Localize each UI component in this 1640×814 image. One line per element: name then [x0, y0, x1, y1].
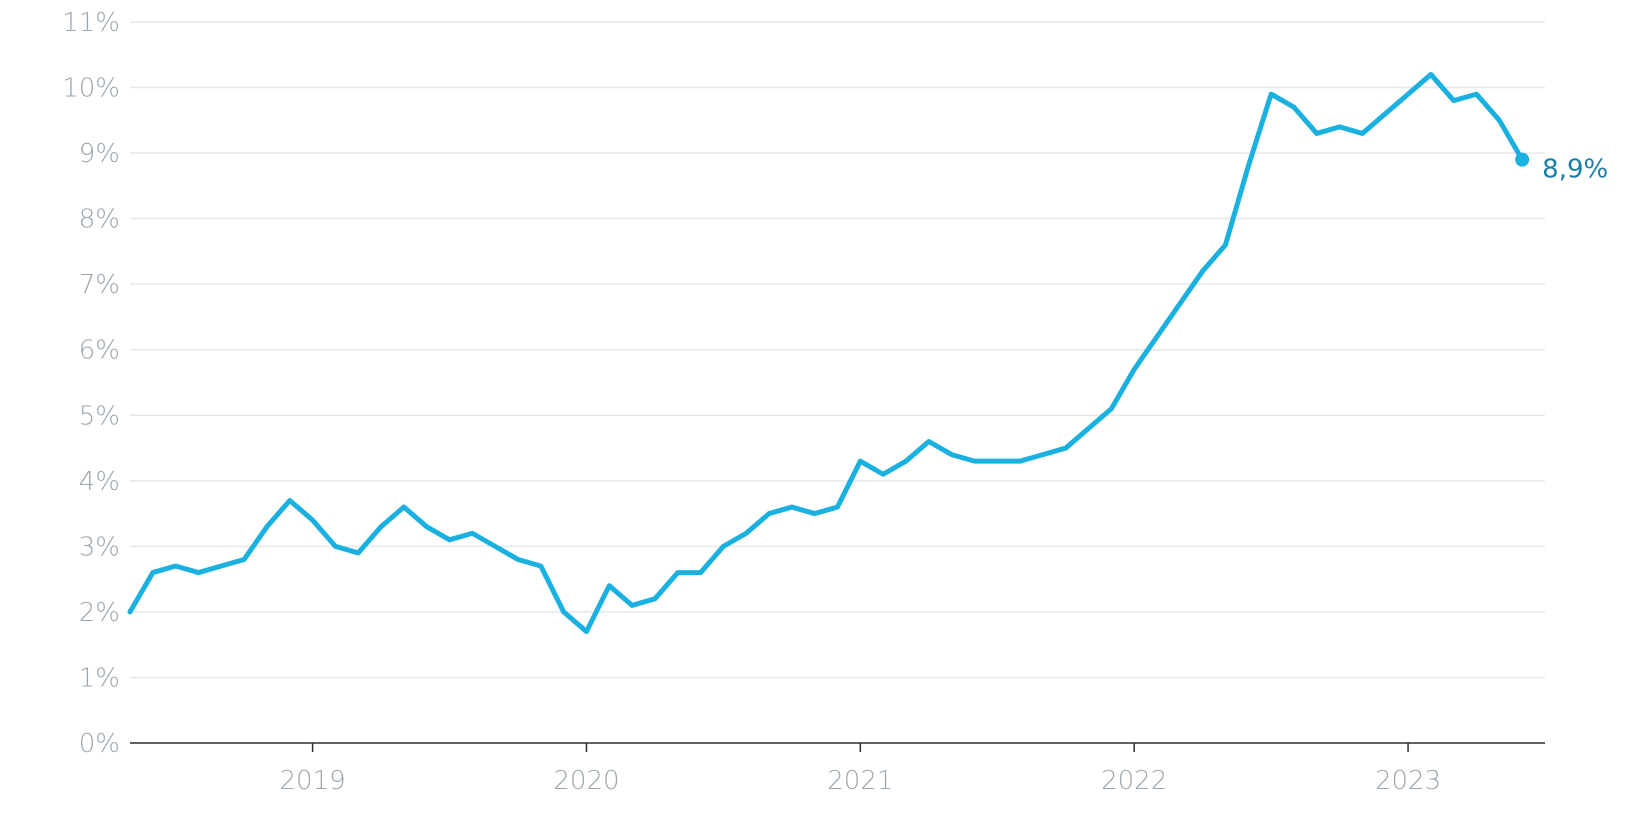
- y-tick-label: 6%: [79, 336, 120, 366]
- y-tick-label: 4%: [79, 467, 120, 497]
- y-tick-label: 1%: [79, 663, 120, 693]
- series-layer: [127, 71, 1530, 635]
- y-tick-label: 0%: [79, 729, 120, 759]
- x-tick-label: 2023: [1375, 766, 1441, 796]
- y-tick-label: 5%: [79, 401, 120, 431]
- end-point-marker: [1515, 152, 1530, 167]
- end-value-label: 8,9%: [1542, 155, 1608, 185]
- y-tick-label: 7%: [79, 270, 120, 300]
- x-axis: [130, 742, 1545, 752]
- gridlines: [130, 21, 1545, 679]
- y-tick-label: 3%: [79, 532, 120, 562]
- x-tick-label: 2022: [1101, 766, 1167, 796]
- x-axis-tick-labels: 2019 2020 2021 2022 2023: [279, 766, 1441, 796]
- y-tick-label: 8%: [79, 205, 120, 235]
- y-tick-label: 2%: [79, 598, 120, 628]
- y-tick-label: 11%: [62, 8, 120, 38]
- y-axis-tick-labels: 0% 1% 2% 3% 4% 5% 6% 7% 8% 9% 10% 11%: [62, 8, 120, 759]
- x-tick-label: 2020: [553, 766, 619, 796]
- series-line: [127, 71, 1525, 635]
- x-tick-label: 2021: [827, 766, 893, 796]
- y-tick-label: 10%: [62, 74, 120, 104]
- x-tick-label: 2019: [279, 766, 345, 796]
- y-tick-label: 9%: [79, 139, 120, 169]
- end-label-layer: 8,9%: [1542, 155, 1608, 185]
